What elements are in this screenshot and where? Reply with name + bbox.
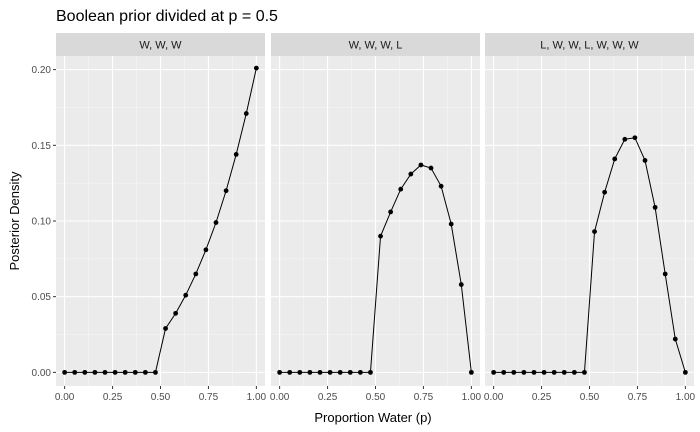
x-tick-label: 0.75 — [199, 392, 219, 403]
x-tick-label: 1.00 — [676, 392, 696, 403]
data-point — [521, 369, 527, 375]
facet-strip-label: W, W, W, L — [349, 40, 403, 52]
data-point — [347, 369, 353, 375]
data-point — [122, 369, 128, 375]
data-point — [388, 209, 394, 215]
data-point — [173, 310, 179, 316]
data-point — [102, 369, 108, 375]
data-point — [213, 220, 219, 225]
facet-strip — [56, 33, 265, 56]
data-point — [72, 369, 78, 375]
x-tick-label: 0.25 — [318, 392, 338, 403]
x-tick-label: 0.75 — [628, 392, 648, 403]
data-point — [468, 369, 474, 375]
data-point — [378, 233, 383, 239]
y-axis: 0.00 0.05 0.10 0.15 0.20 — [32, 65, 56, 379]
data-point — [337, 369, 343, 375]
data-point — [132, 369, 138, 375]
data-point — [491, 369, 497, 375]
data-point — [317, 369, 323, 375]
y-tick-label: 0.10 — [32, 217, 52, 228]
y-tick-label: 0.15 — [32, 141, 52, 152]
x-tick-label: 1.00 — [462, 392, 482, 403]
data-point — [672, 336, 678, 342]
facet-panel: W, W, W 0.00 0.25 0.50 0.75 1.00 — [55, 33, 267, 403]
data-point — [62, 369, 68, 375]
x-tick-label: 1.00 — [247, 392, 267, 403]
facet-strip-label: L, W, W, L, W, W, W — [540, 40, 639, 52]
data-point — [287, 369, 293, 375]
data-point — [243, 111, 249, 116]
facet-strip — [271, 33, 480, 56]
facet-strip-label: W, W, W — [139, 40, 182, 52]
data-point — [438, 183, 444, 189]
data-point — [458, 282, 464, 287]
data-point — [531, 369, 537, 375]
data-point — [112, 369, 118, 375]
x-tick-label: 0.50 — [151, 392, 171, 403]
data-point — [92, 369, 98, 375]
data-point — [541, 369, 547, 375]
data-point — [612, 156, 618, 162]
y-axis-title: Posterior Density — [7, 171, 22, 270]
x-tick-label: 0.00 — [55, 392, 75, 403]
data-point — [682, 369, 688, 375]
chart-title: Boolean prior divided at p = 0.5 — [56, 8, 278, 25]
data-point — [277, 369, 283, 375]
data-point — [642, 158, 648, 163]
data-point — [428, 165, 434, 171]
data-point — [652, 204, 658, 210]
facet-panels: W, W, W 0.00 0.25 0.50 0.75 1.00 W, W, W, L 0.0… — [55, 33, 696, 403]
facet-panel: W, W, W, L 0.00 0.25 0.50 0.75 1.00 — [270, 33, 482, 403]
y-tick-label: 0.00 — [32, 368, 52, 379]
data-point — [357, 369, 363, 375]
x-tick-label: 0.25 — [532, 392, 552, 403]
data-point — [448, 221, 454, 227]
data-point — [592, 229, 597, 235]
x-axis-title: Proportion Water (p) — [314, 410, 431, 425]
data-point — [193, 271, 199, 277]
data-point — [408, 171, 414, 177]
data-point — [183, 292, 189, 298]
data-point — [632, 135, 638, 141]
x-tick-label: 0.50 — [580, 392, 600, 403]
data-point — [582, 369, 587, 375]
data-point — [297, 369, 303, 375]
data-point — [233, 151, 239, 157]
data-point — [253, 65, 259, 71]
x-tick-label: 0.00 — [484, 392, 504, 403]
y-tick-label: 0.05 — [32, 292, 52, 303]
data-point — [142, 369, 148, 375]
data-point — [153, 369, 158, 375]
data-point — [327, 369, 333, 375]
x-tick-label: 0.50 — [366, 392, 386, 403]
data-point — [662, 271, 668, 277]
data-point — [203, 247, 209, 253]
x-tick-label: 0.75 — [414, 392, 434, 403]
data-point — [501, 369, 507, 375]
data-point — [82, 369, 88, 375]
data-point — [307, 369, 313, 375]
facet-strip — [485, 33, 694, 56]
data-point — [418, 162, 424, 168]
data-point — [571, 369, 577, 375]
data-point — [398, 186, 404, 192]
data-point — [511, 369, 517, 375]
x-tick-label: 0.25 — [103, 392, 123, 403]
data-point — [551, 369, 557, 375]
data-point — [561, 369, 567, 375]
data-point — [622, 136, 628, 142]
data-point — [223, 188, 229, 194]
y-tick-label: 0.20 — [32, 65, 52, 76]
x-tick-label: 0.00 — [270, 392, 290, 403]
facet-panel: L, W, W, L, W, W, W 0.00 0.25 0.50 0.75 1.00 — [484, 33, 696, 403]
data-point — [602, 189, 608, 195]
data-point — [368, 369, 373, 375]
data-point — [163, 326, 168, 331]
